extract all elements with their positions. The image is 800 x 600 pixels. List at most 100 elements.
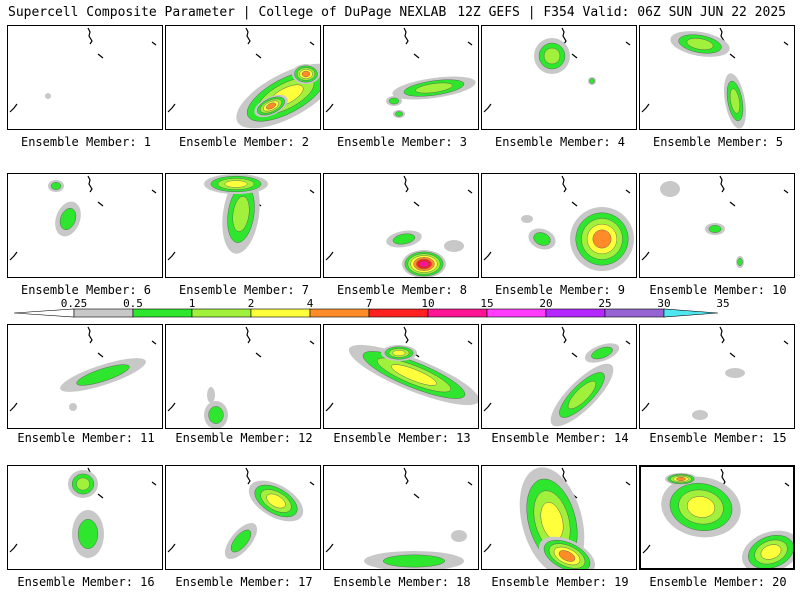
scp-contour-level-3 <box>729 88 741 114</box>
scp-contour-level-5 <box>301 70 311 78</box>
scale-tick-label: 0.5 <box>123 297 143 310</box>
color-scale-bar <box>13 308 719 318</box>
member-caption: Ensemble Member: 1 <box>20 135 152 149</box>
scp-contour-level-1 <box>69 403 77 411</box>
scp-contour-map <box>9 326 157 412</box>
ensemble-map-member-12[interactable] <box>165 324 321 429</box>
member-caption: Ensemble Member: 15 <box>649 431 787 445</box>
scp-contour-level-2 <box>383 554 445 568</box>
member-caption: Ensemble Member: 14 <box>491 431 629 445</box>
ensemble-map-member-18[interactable] <box>323 465 479 570</box>
scale-segment <box>132 308 193 318</box>
ensemble-map-member-14[interactable] <box>481 324 637 429</box>
scale-segment <box>73 308 134 318</box>
scp-contour-map <box>483 467 631 569</box>
scp-contour-level-4 <box>224 180 248 188</box>
scp-contour-map <box>167 467 315 560</box>
scp-contour-level-3 <box>567 380 597 410</box>
scale-tick-label: 2 <box>247 297 255 310</box>
ensemble-map-member-1[interactable] <box>7 25 163 130</box>
ensemble-map-member-7[interactable] <box>165 173 321 278</box>
run-valid-time: 12Z GEFS | F354 Valid: 06Z SUN JUN 22 20… <box>457 5 786 20</box>
member-caption: Ensemble Member: 9 <box>494 283 626 297</box>
member-caption: Ensemble Member: 18 <box>333 575 471 589</box>
member-caption: Ensemble Member: 19 <box>491 575 629 589</box>
map-title: Supercell Composite Parameter | College … <box>8 5 447 20</box>
scp-contour-level-2 <box>59 208 77 230</box>
scale-tick-label: 7 <box>365 297 373 310</box>
ensemble-map-member-2[interactable] <box>165 25 321 130</box>
ensemble-map-member-13[interactable] <box>323 324 479 429</box>
scp-contour-level-5 <box>592 229 612 249</box>
ensemble-map-member-6[interactable] <box>7 173 163 278</box>
scp-contour-level-4 <box>266 493 286 509</box>
coastline <box>641 326 789 412</box>
scp-contour-map <box>167 174 315 261</box>
ensemble-map-member-15[interactable] <box>639 324 795 429</box>
scp-contour-level-2 <box>208 406 224 424</box>
scp-contour-map <box>9 27 157 113</box>
scp-contour-map <box>325 175 473 277</box>
scp-contour-level-3 <box>232 196 250 232</box>
coastline <box>483 27 631 113</box>
scale-segment <box>545 308 606 318</box>
member-caption: Ensemble Member: 6 <box>20 283 152 297</box>
ensemble-map-member-5[interactable] <box>639 25 795 130</box>
scp-contour-level-1 <box>45 93 51 99</box>
scp-contour-map <box>483 175 634 271</box>
ensemble-map-member-4[interactable] <box>481 25 637 130</box>
coastline <box>641 27 789 113</box>
scp-contour-map <box>642 468 793 568</box>
ensemble-map-member-3[interactable] <box>323 25 479 130</box>
scp-contour-map <box>641 175 789 268</box>
member-caption: Ensemble Member: 11 <box>17 431 155 445</box>
ensemble-map-member-8[interactable] <box>323 173 479 278</box>
scale-segment <box>309 308 370 318</box>
scp-contour-level-2 <box>230 529 252 553</box>
scp-contour-level-3 <box>415 82 453 94</box>
ensemble-map-member-19[interactable] <box>481 465 637 570</box>
scp-contour-level-2 <box>392 233 416 245</box>
scp-contour-level-1 <box>660 181 680 197</box>
ensemble-map-member-20[interactable] <box>639 465 795 570</box>
member-caption: Ensemble Member: 8 <box>336 283 468 297</box>
member-caption: Ensemble Member: 5 <box>652 135 784 149</box>
coastline <box>167 326 315 412</box>
coastline <box>325 467 473 553</box>
ensemble-map-member-9[interactable] <box>481 173 637 278</box>
coastline <box>9 175 157 261</box>
scp-contour-level-1 <box>725 368 745 378</box>
member-caption: Ensemble Member: 12 <box>175 431 313 445</box>
scp-contour-level-2 <box>533 232 551 246</box>
member-caption: Ensemble Member: 7 <box>178 283 310 297</box>
scp-contour-level-1 <box>692 410 708 420</box>
coastline <box>325 175 473 261</box>
scp-contour-level-1 <box>444 240 464 252</box>
scp-contour-level-5 <box>676 477 686 481</box>
ensemble-map-member-10[interactable] <box>639 173 795 278</box>
scale-segment <box>427 308 488 318</box>
scale-segment <box>604 308 665 318</box>
scp-contour-level-2 <box>737 258 743 266</box>
scp-contour-level-2 <box>77 519 99 549</box>
member-caption: Ensemble Member: 16 <box>17 575 155 589</box>
ensemble-map-member-17[interactable] <box>165 465 321 570</box>
scale-segment <box>191 308 252 318</box>
scale-segment <box>250 308 311 318</box>
scp-contour-level-4 <box>392 350 406 356</box>
scp-contour-level-2 <box>591 346 613 360</box>
member-caption: Ensemble Member: 3 <box>336 135 468 149</box>
coastline <box>325 326 473 412</box>
coastline <box>9 326 157 412</box>
scp-contour-level-3 <box>76 477 90 491</box>
ensemble-map-member-16[interactable] <box>7 465 163 570</box>
ensemble-map-member-11[interactable] <box>7 324 163 429</box>
scale-min-arrow <box>13 308 75 318</box>
member-caption: Ensemble Member: 2 <box>178 135 310 149</box>
scp-contour-map <box>483 326 631 427</box>
coastline <box>9 27 157 113</box>
scp-contour-level-2 <box>708 225 722 233</box>
scp-contour-level-2 <box>76 364 130 386</box>
scp-contour-level-2 <box>395 111 403 117</box>
coastline <box>167 27 315 113</box>
